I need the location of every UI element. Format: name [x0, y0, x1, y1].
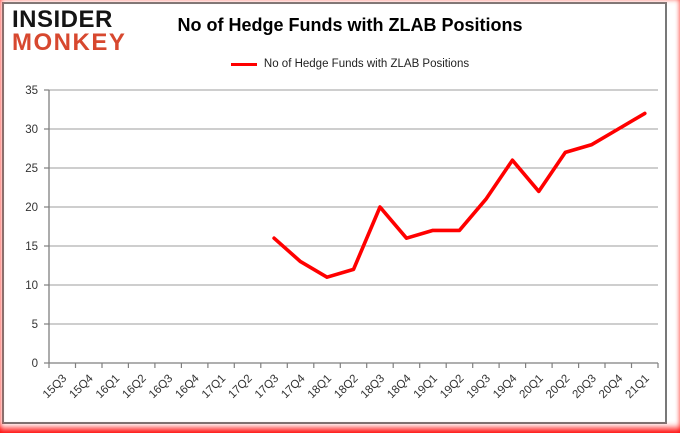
x-tick-label: 19Q4	[491, 372, 520, 401]
x-tick-label: 16Q1	[94, 373, 122, 401]
x-tick-label: 17Q3	[253, 373, 281, 401]
x-tick-label: 18Q1	[306, 373, 334, 401]
y-tick-label: 25	[25, 163, 38, 175]
x-tick-label: 15Q4	[67, 372, 96, 401]
x-tick-label: 17Q4	[279, 372, 308, 401]
legend-line-swatch	[230, 62, 257, 66]
insider-monkey-logo: INSIDER MONKEY	[12, 6, 127, 56]
chart-title: No of Hedge Funds with ZLAB Positions	[177, 15, 523, 35]
x-tick-label: 21Q1	[624, 373, 652, 401]
y-tick-label: 20	[25, 202, 38, 214]
y-tick-label: 0	[32, 358, 38, 370]
x-tick-label: 16Q3	[147, 373, 175, 401]
y-tick-label: 35	[25, 85, 38, 97]
logo-text-insider: INSIDER	[12, 6, 113, 33]
x-tick-label: 20Q2	[544, 373, 572, 401]
x-tick-label: 20Q4	[597, 372, 626, 401]
x-tick-label: 19Q1	[412, 373, 440, 401]
series-line	[272, 111, 647, 280]
x-tick-label: 18Q4	[385, 372, 414, 401]
x-tick-label: 16Q2	[120, 373, 148, 401]
y-tick-label: 30	[25, 124, 38, 136]
x-tick-label: 17Q1	[200, 373, 228, 401]
y-tick-label: 5	[32, 319, 38, 331]
x-tick-label: 17Q2	[226, 373, 254, 401]
x-tick-label: 19Q2	[438, 373, 466, 401]
x-tick-label: 18Q3	[359, 373, 387, 401]
y-tick-label: 15	[25, 241, 38, 253]
legend-label: No of Hedge Funds with ZLAB Positions	[263, 58, 470, 70]
x-tick-label: 19Q3	[465, 373, 493, 401]
x-tick-label: 15Q3	[41, 373, 69, 401]
y-tick-label: 10	[25, 280, 38, 292]
x-tick-label: 20Q3	[571, 373, 599, 401]
x-tick-label: 18Q2	[332, 373, 360, 401]
logo-text-monkey: MONKEY	[12, 29, 127, 56]
legend: No of Hedge Funds with ZLAB Positions	[20, 58, 680, 70]
x-tick-label: 16Q4	[173, 372, 202, 401]
x-tick-label: 20Q1	[518, 373, 546, 401]
